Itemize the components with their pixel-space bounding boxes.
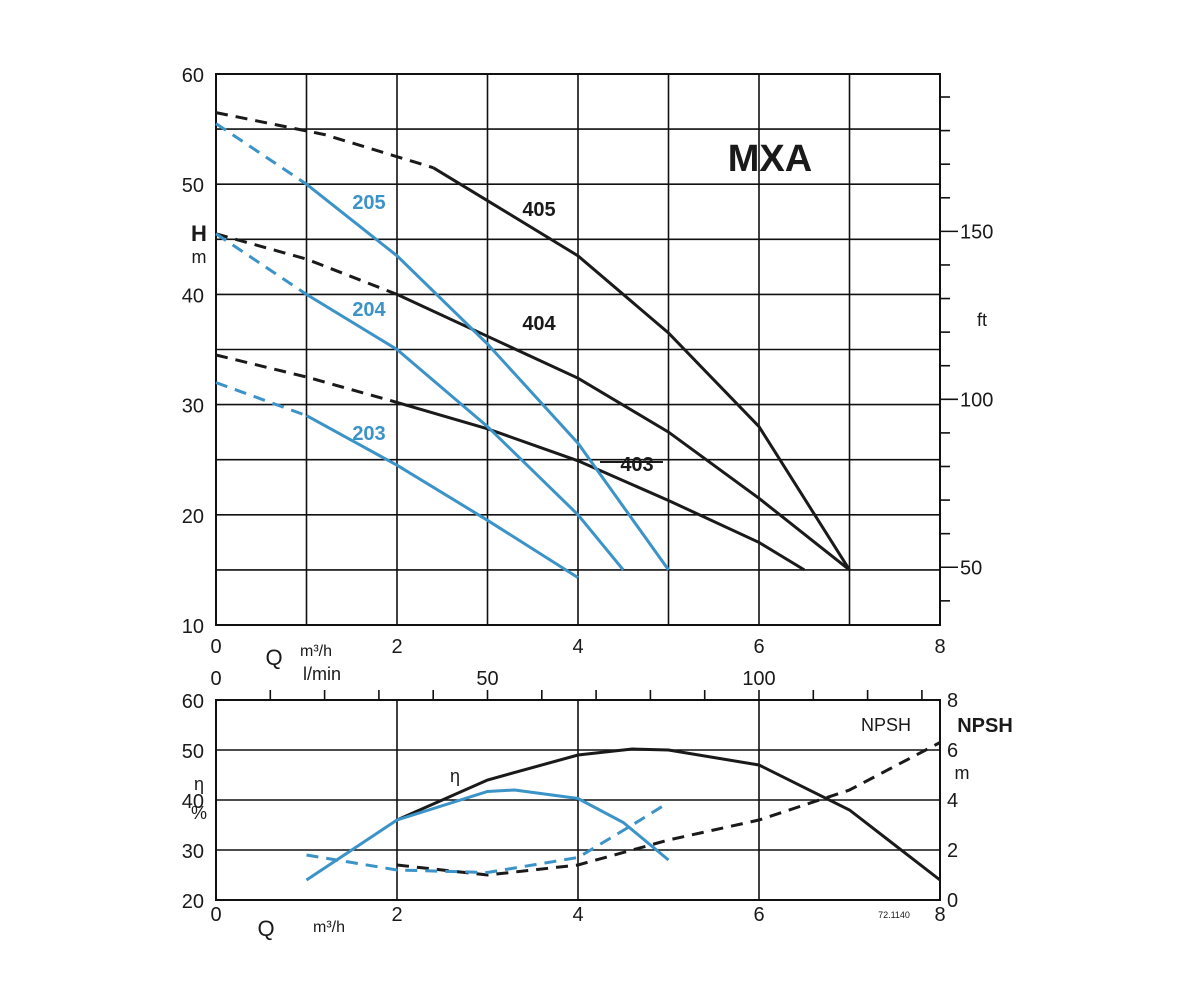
- npsh-curve-label: NPSH: [861, 715, 911, 735]
- ft-tick-label: 150: [960, 221, 993, 243]
- x-axis-unit-m3h: m³/h: [300, 643, 332, 660]
- curve-label-405: 405: [522, 199, 555, 221]
- y-axis-unit: m: [192, 247, 207, 267]
- curve-205: [305, 183, 670, 571]
- curve-204-dashed: [215, 232, 308, 296]
- head-y-tick-label: 10: [182, 616, 204, 638]
- chart-title: MXA: [728, 138, 812, 180]
- head-x-tick-label: 8: [934, 636, 945, 658]
- efficiency-x-tick-label: 8: [934, 904, 945, 926]
- head-x-tick-label: 0: [210, 636, 221, 658]
- npsh-axis-label: NPSH: [957, 715, 1013, 737]
- reference-code: 72.1140: [878, 910, 910, 920]
- x-axis-unit-lmin: l/min: [303, 664, 341, 684]
- efficiency-y-tick-label: 60: [182, 691, 204, 713]
- head-y-tick-label: 30: [182, 396, 204, 418]
- efficiency-axis-unit: %: [191, 803, 207, 823]
- head-y-tick-label: 60: [182, 65, 204, 87]
- curve-203: [305, 414, 579, 579]
- head-x-tick-label: 6: [753, 636, 764, 658]
- npsh-tick-label: 0: [947, 890, 958, 912]
- efficiency-curve-blue: [305, 788, 670, 882]
- efficiency-x-tick-label: 0: [210, 904, 221, 926]
- lmin-tick-label: 100: [742, 668, 775, 690]
- ft-tick-label: 100: [960, 389, 993, 411]
- efficiency-y-tick-label: 30: [182, 841, 204, 863]
- efficiency-grid: [215, 699, 941, 901]
- efficiency-axis-label: η: [194, 774, 204, 794]
- ft-tick-label: 50: [960, 557, 982, 579]
- curve-403-dashed: [215, 353, 398, 404]
- y-axis-label: H: [191, 221, 207, 246]
- curve-205-dashed: [215, 122, 308, 186]
- curve-403: [396, 400, 806, 572]
- curve-label-403: 403: [620, 454, 653, 476]
- head-y-tick-label: 50: [182, 175, 204, 197]
- npsh-curve-blue: [306, 801, 670, 875]
- x-axis-q-label: Q: [265, 645, 282, 670]
- lmin-tick-label: 50: [476, 668, 498, 690]
- right-axis-unit: ft: [977, 310, 987, 330]
- efficiency-labels: η % NPSH m NPSH Q m³/h 72.1140 605040302…: [182, 690, 1013, 941]
- efficiency-y-tick-label: 20: [182, 891, 204, 913]
- head-y-tick-label: 40: [182, 285, 204, 307]
- efficiency-x-q-label: Q: [257, 916, 274, 941]
- curve-404-dashed: [215, 232, 398, 296]
- curve-204: [305, 293, 625, 571]
- head-x-tick-label: 4: [572, 636, 583, 658]
- efficiency-x-unit: m³/h: [313, 919, 345, 936]
- curve-405-dashed: [215, 111, 434, 170]
- npsh-curve-black: [396, 741, 941, 877]
- head-x-tick-label: 2: [391, 636, 402, 658]
- efficiency-x-tick-label: 4: [572, 904, 583, 926]
- lmin-tick-label: 0: [210, 668, 221, 690]
- npsh-tick-label: 6: [947, 740, 958, 762]
- efficiency-npsh-curves: [305, 741, 941, 882]
- efficiency-curve-black: [396, 747, 941, 882]
- efficiency-x-tick-label: 6: [753, 904, 764, 926]
- head-curves: [215, 111, 851, 579]
- efficiency-y-tick-label: 50: [182, 741, 204, 763]
- head-y-tick-label: 20: [182, 506, 204, 528]
- efficiency-curve-label: η: [450, 766, 460, 786]
- efficiency-x-tick-label: 2: [391, 904, 402, 926]
- curve-label-203: 203: [352, 423, 385, 445]
- npsh-tick-label: 4: [947, 790, 958, 812]
- efficiency-y-tick-label: 40: [182, 791, 204, 813]
- npsh-tick-label: 8: [947, 690, 958, 712]
- curve-label-204: 204: [352, 299, 386, 321]
- npsh-tick-label: 2: [947, 840, 958, 862]
- curve-label-404: 404: [522, 313, 556, 335]
- curve-405: [432, 166, 851, 571]
- npsh-axis-unit: m: [955, 763, 970, 783]
- curve-label-205: 205: [352, 192, 385, 214]
- curve-203-dashed: [215, 381, 308, 418]
